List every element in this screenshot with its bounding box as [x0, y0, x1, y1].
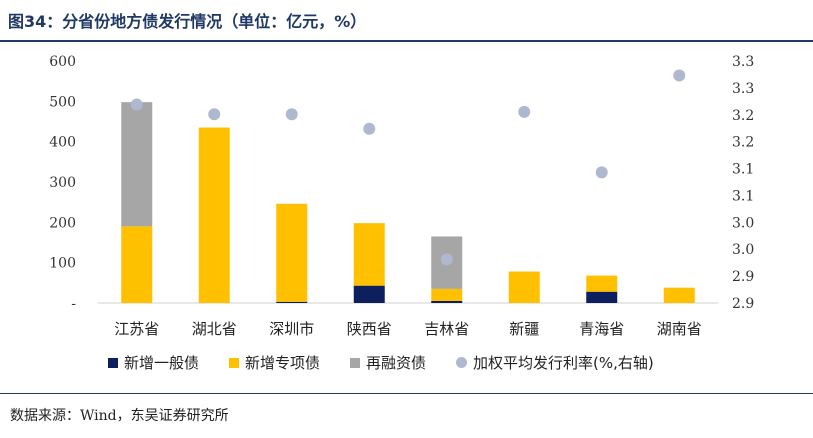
legend-label-rate: 加权平均发行利率(%,右轴): [473, 354, 654, 372]
bar-general: [353, 285, 385, 303]
rate-point: [595, 166, 608, 179]
y-left-tick-label: -: [71, 296, 76, 312]
legend-label-general: 新增一般债: [124, 354, 200, 372]
rate-point: [285, 108, 298, 121]
bar-general: [276, 301, 308, 303]
bar-special: [508, 271, 540, 303]
bar-general: [586, 291, 618, 303]
y-left-tick-label: 100: [49, 256, 76, 272]
x-category-label: 新疆: [509, 320, 539, 338]
bar-special: [276, 203, 308, 302]
rate-point: [208, 108, 221, 121]
bar-special: [353, 223, 385, 286]
bar-general: [431, 300, 463, 303]
title-divider: [0, 40, 813, 42]
legend-item-rate: 加权平均发行利率(%,右轴): [456, 352, 654, 373]
legend-item-special: 新增专项债: [229, 352, 320, 373]
source-divider: [0, 393, 813, 394]
legend-swatch-special: [229, 357, 240, 368]
y-right-tick-label: 3.0: [732, 215, 754, 231]
y-right-tick-label: 3.2: [732, 108, 754, 124]
rate-point: [363, 122, 376, 135]
bar-special: [431, 288, 463, 301]
y-right-tick-label: 3.0: [732, 242, 754, 258]
x-category-label: 陕西省: [347, 320, 392, 338]
y-right-tick-label: 3.1: [732, 188, 754, 204]
legend-item-general: 新增一般债: [108, 352, 199, 373]
bar-special: [586, 275, 618, 292]
y-left-tick-label: 600: [49, 54, 76, 70]
y-left-tick-label: 400: [49, 135, 76, 151]
y-right-tick-label: 3.1: [732, 162, 754, 178]
y-right-tick-label: 3.3: [732, 54, 754, 70]
legend-dot-rate: [456, 357, 468, 368]
x-category-label: 江苏省: [114, 320, 159, 338]
y-left-tick-label: 300: [49, 175, 76, 191]
y-right-tick-label: 2.9: [732, 296, 754, 312]
rate-point: [673, 69, 686, 82]
x-category-label: 深圳市: [269, 320, 314, 338]
legend-swatch-refinance: [350, 357, 361, 368]
y-right-tick-label: 3.2: [732, 135, 754, 151]
chart-canvas: - 100 200 300 400 500 600 2.9 2.9 3.0 3.0 3.1 3.1 3.2…: [49, 54, 754, 338]
x-category-label: 青海省: [579, 320, 624, 338]
rate-point: [440, 253, 453, 266]
bar-special: [663, 287, 695, 303]
bar-special: [198, 127, 230, 303]
chart-title: 图34：分省份地方债发行情况（单位：亿元，%）: [8, 12, 367, 31]
legend-swatch-general: [108, 357, 118, 368]
y-left-tick-label: 500: [49, 94, 76, 110]
y-right-tick-label: 3.3: [732, 81, 754, 97]
legend-label-refinance: 再融资债: [366, 354, 427, 372]
data-source: 数据来源：Wind，东吴证券研究所: [10, 408, 229, 424]
rate-point: [130, 98, 143, 111]
x-category-label: 吉林省: [424, 320, 469, 338]
legend-item-refinance: 再融资债: [350, 352, 426, 373]
rate-point: [518, 105, 531, 118]
x-category-label: 湖南省: [657, 320, 702, 338]
bar-special: [121, 226, 153, 303]
legend-label-special: 新增专项债: [245, 354, 321, 372]
y-left-tick-label: 200: [49, 215, 76, 231]
y-right-tick-label: 2.9: [732, 269, 754, 285]
bar-refinance: [121, 102, 153, 227]
chart-legend: 新增一般债 新增专项债 再融资债 加权平均发行利率(%,右轴): [108, 352, 654, 373]
x-category-label: 湖北省: [192, 320, 237, 338]
